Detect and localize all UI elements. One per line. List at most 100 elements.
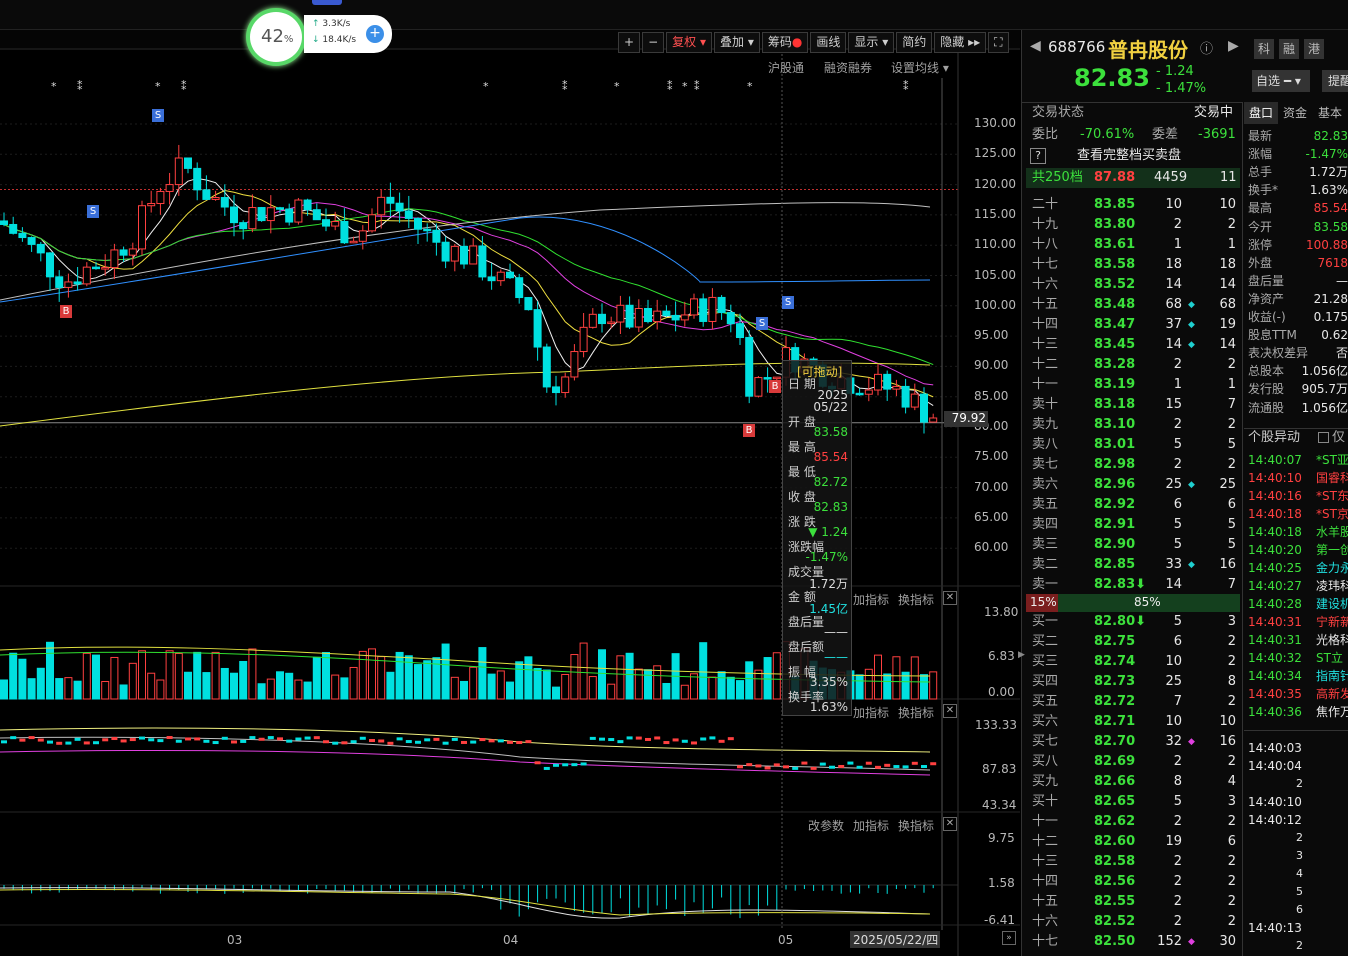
buy-marker[interactable]: B — [769, 380, 781, 393]
only-checkbox[interactable] — [1318, 432, 1329, 443]
book-price[interactable]: 83.10 — [1094, 417, 1136, 432]
book-price[interactable]: 83.80 — [1094, 217, 1136, 232]
chips-button[interactable]: 筹码● — [761, 32, 809, 53]
event-stock[interactable]: 水羊股 — [1316, 525, 1348, 539]
sell-marker[interactable]: S — [756, 317, 768, 330]
sell-marker[interactable]: S — [152, 109, 164, 122]
sell-marker[interactable]: S — [87, 205, 99, 218]
book-price[interactable]: 82.66 — [1094, 774, 1136, 789]
book-price[interactable]: 83.28 — [1094, 357, 1136, 372]
book-price[interactable]: 83.48 — [1094, 297, 1136, 312]
book-price[interactable]: 83.18 — [1094, 397, 1136, 412]
zoom-out-button[interactable]: − — [642, 32, 665, 53]
event-stock[interactable]: 宁新新 — [1316, 615, 1348, 629]
book-price[interactable]: 82.52 — [1094, 914, 1136, 929]
margin-label[interactable]: 融资融券 — [824, 61, 873, 75]
book-price[interactable]: 82.70 — [1094, 734, 1136, 749]
ma-settings-label[interactable]: 设置均线 ▾ — [891, 61, 949, 75]
event-stock[interactable]: 高新发 — [1316, 687, 1348, 701]
book-price[interactable]: 82.72 — [1094, 694, 1136, 709]
overlay-button[interactable]: 叠加 ▾ — [713, 32, 760, 53]
close-icon[interactable]: ✕ — [943, 817, 957, 831]
display-button[interactable]: 显示 ▾ — [848, 32, 895, 53]
ind2-switch-indicator[interactable]: 换指标 — [898, 706, 935, 720]
book-price[interactable]: 82.75 — [1094, 634, 1136, 649]
event-stock[interactable]: 凌玮科 — [1316, 579, 1348, 593]
tab-panel[interactable]: 盘口 — [1244, 102, 1278, 124]
tab-funds[interactable]: 资金 — [1282, 106, 1307, 120]
vol-switch-indicator[interactable]: 换指标 — [898, 593, 935, 607]
book-price[interactable]: 82.58 — [1094, 854, 1136, 869]
book-price[interactable]: 82.50 — [1094, 934, 1136, 949]
prev-stock-icon[interactable]: ◀ — [1030, 38, 1041, 54]
event-stock[interactable]: ST立 — [1316, 651, 1343, 665]
book-price[interactable]: 82.91 — [1094, 517, 1136, 532]
collapse-handle-icon[interactable]: ▶ — [1018, 650, 1025, 660]
ind3-add-indicator[interactable]: 加指标 — [853, 819, 890, 833]
watchlist-button[interactable]: 自选 ━ ▾ — [1252, 70, 1310, 92]
book-price[interactable]: 82.74 — [1094, 654, 1136, 669]
fuquan-button[interactable]: 复权 ▾ — [666, 32, 712, 53]
book-price[interactable]: 83.47 — [1094, 317, 1136, 332]
tooltip-drag-label[interactable]: [可拖动] — [797, 365, 843, 379]
event-stock[interactable]: 金力永 — [1316, 561, 1348, 575]
event-stock[interactable]: 光格科 — [1316, 633, 1348, 647]
event-stock[interactable]: 第一创 — [1316, 543, 1348, 557]
book-price[interactable]: 83.52 — [1094, 277, 1136, 292]
zoom-in-button[interactable]: + — [618, 32, 641, 53]
fullscreen-icon[interactable]: ⛶ — [988, 32, 1009, 53]
event-stock[interactable]: 国睿科 — [1316, 471, 1348, 485]
book-price[interactable]: 83.45 — [1094, 337, 1136, 352]
event-stock[interactable]: 建设机 — [1316, 597, 1348, 611]
scroll-right-icon[interactable]: » — [1002, 931, 1016, 945]
book-price[interactable]: 82.73 — [1094, 674, 1136, 689]
sell-marker[interactable]: S — [782, 296, 794, 309]
info-icon[interactable]: ⓘ — [1200, 42, 1214, 57]
book-price[interactable]: 83.58 — [1094, 257, 1136, 272]
candle-body — [184, 157, 192, 169]
simple-button[interactable]: 简约 — [896, 32, 933, 53]
close-icon[interactable]: ✕ — [943, 591, 957, 605]
event-stock[interactable]: 焦作万 — [1316, 705, 1348, 719]
book-price[interactable]: 82.83⬇ — [1094, 577, 1147, 592]
book-price[interactable]: 83.85 — [1094, 197, 1136, 212]
ind3-switch-indicator[interactable]: 换指标 — [898, 819, 935, 833]
book-price[interactable]: 83.01 — [1094, 437, 1136, 452]
tab-basic[interactable]: 基本 — [1317, 106, 1342, 120]
book-price[interactable]: 82.96 — [1094, 477, 1136, 492]
book-price[interactable]: 82.92 — [1094, 497, 1136, 512]
buy-marker[interactable]: B — [60, 305, 72, 318]
book-price[interactable]: 82.98 — [1094, 457, 1136, 472]
network-speed-circle[interactable]: 42% — [246, 8, 306, 66]
remind-button[interactable]: 提醒 — [1322, 70, 1348, 92]
ind2-add-indicator[interactable]: 加指标 — [853, 706, 890, 720]
book-price[interactable]: 82.80⬇ — [1094, 614, 1147, 629]
draw-line-button[interactable]: 画线 — [810, 32, 847, 53]
book-price[interactable]: 82.69 — [1094, 754, 1136, 769]
event-stock[interactable]: *ST亚 — [1316, 453, 1348, 467]
book-price[interactable]: 82.85 — [1094, 557, 1136, 572]
book-price[interactable]: 82.71 — [1094, 714, 1136, 729]
ind3-params[interactable]: 改参数 — [808, 819, 845, 833]
book-price[interactable]: 82.55 — [1094, 894, 1136, 909]
book-price[interactable]: 82.60 — [1094, 834, 1136, 849]
kline-tooltip[interactable]: [可拖动] 日 期 2025 05/22 开 盘 83.58 最 高 85.54… — [782, 360, 852, 716]
book-price[interactable]: 83.61 — [1094, 237, 1136, 252]
hide-button[interactable]: 隐藏 ▸▸ — [934, 32, 987, 53]
close-icon[interactable]: ✕ — [943, 704, 957, 718]
book-price[interactable]: 83.19 — [1094, 377, 1136, 392]
plus-icon[interactable]: + — [366, 25, 384, 43]
help-icon[interactable]: ? — [1030, 148, 1046, 164]
book-price[interactable]: 82.65 — [1094, 794, 1136, 809]
event-stock[interactable]: 指南针 — [1316, 669, 1348, 683]
event-stock[interactable]: *ST东 — [1316, 489, 1348, 503]
vol-add-indicator[interactable]: 加指标 — [853, 593, 890, 607]
event-stock[interactable]: *ST京 — [1316, 507, 1348, 521]
next-stock-icon[interactable]: ▶ — [1228, 38, 1239, 54]
book-price[interactable]: 82.56 — [1094, 874, 1136, 889]
buy-marker[interactable]: B — [743, 424, 755, 437]
book-price[interactable]: 82.62 — [1094, 814, 1136, 829]
hkconnect-label[interactable]: 沪股通 — [768, 61, 805, 75]
book-price[interactable]: 82.90 — [1094, 537, 1136, 552]
full-book-link[interactable]: 查看完整档买卖盘 — [1077, 148, 1182, 163]
